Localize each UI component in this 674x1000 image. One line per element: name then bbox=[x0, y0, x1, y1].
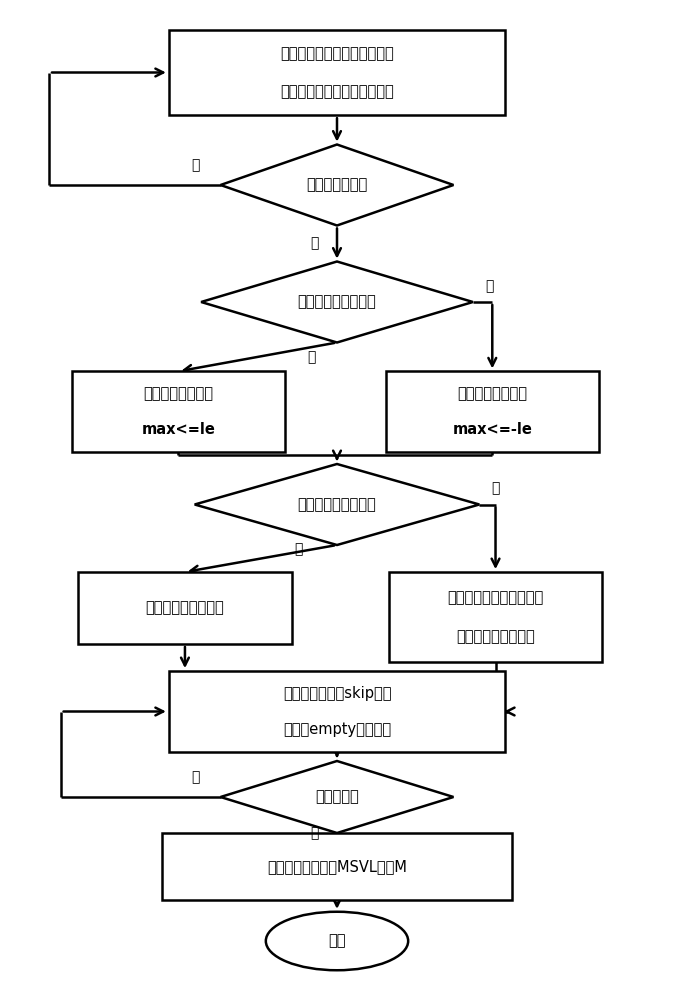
Text: 与时间相关的约束？: 与时间相关的约束？ bbox=[298, 497, 376, 512]
Text: 否: 否 bbox=[294, 542, 303, 556]
Text: 否: 否 bbox=[192, 770, 200, 784]
Text: 针对待求解问题中所要求的线: 针对待求解问题中所要求的线 bbox=[280, 46, 394, 61]
Text: max<=le: max<=le bbox=[142, 422, 216, 437]
Text: 是: 是 bbox=[310, 826, 319, 840]
FancyBboxPatch shape bbox=[78, 572, 292, 644]
FancyBboxPatch shape bbox=[168, 30, 506, 115]
Polygon shape bbox=[195, 464, 479, 545]
Text: 否: 否 bbox=[485, 279, 493, 293]
Text: 结束: 结束 bbox=[328, 934, 346, 948]
FancyBboxPatch shape bbox=[386, 371, 599, 452]
Text: 将目标语句建模为: 将目标语句建模为 bbox=[144, 386, 214, 401]
Text: 是: 是 bbox=[491, 481, 499, 495]
Text: 止语句empty语句相与: 止语句empty语句相与 bbox=[283, 722, 391, 737]
Text: 是最优化问题？: 是最优化问题？ bbox=[307, 178, 367, 192]
Text: 否: 否 bbox=[192, 158, 200, 172]
Polygon shape bbox=[220, 761, 454, 833]
Text: 与单位长度语句skip或终: 与单位长度语句skip或终 bbox=[283, 686, 391, 701]
FancyBboxPatch shape bbox=[389, 572, 603, 662]
FancyBboxPatch shape bbox=[168, 671, 506, 752]
Text: 将待解问题建模为MSVL程序M: 将待解问题建模为MSVL程序M bbox=[267, 859, 407, 874]
Text: 选择相应的时序操作符，: 选择相应的时序操作符， bbox=[448, 590, 544, 605]
Text: 是: 是 bbox=[307, 350, 315, 364]
Text: 最大化目标表达式？: 最大化目标表达式？ bbox=[298, 294, 376, 310]
FancyBboxPatch shape bbox=[71, 371, 285, 452]
Text: max<=-le: max<=-le bbox=[452, 422, 532, 437]
Polygon shape bbox=[220, 144, 454, 226]
FancyBboxPatch shape bbox=[162, 833, 512, 900]
Ellipse shape bbox=[266, 912, 408, 970]
Text: 建模完毕？: 建模完毕？ bbox=[315, 790, 359, 804]
Text: 将其建模为状态语句: 将其建模为状态语句 bbox=[146, 600, 224, 615]
Polygon shape bbox=[201, 261, 473, 342]
Text: 是: 是 bbox=[310, 236, 319, 250]
Text: 性约束，选择合适的语句模块: 性约束，选择合适的语句模块 bbox=[280, 84, 394, 99]
Text: 将目标语句建模为: 将目标语句建模为 bbox=[457, 386, 527, 401]
Text: 将其建模为时序语句: 将其建模为时序语句 bbox=[456, 629, 535, 644]
